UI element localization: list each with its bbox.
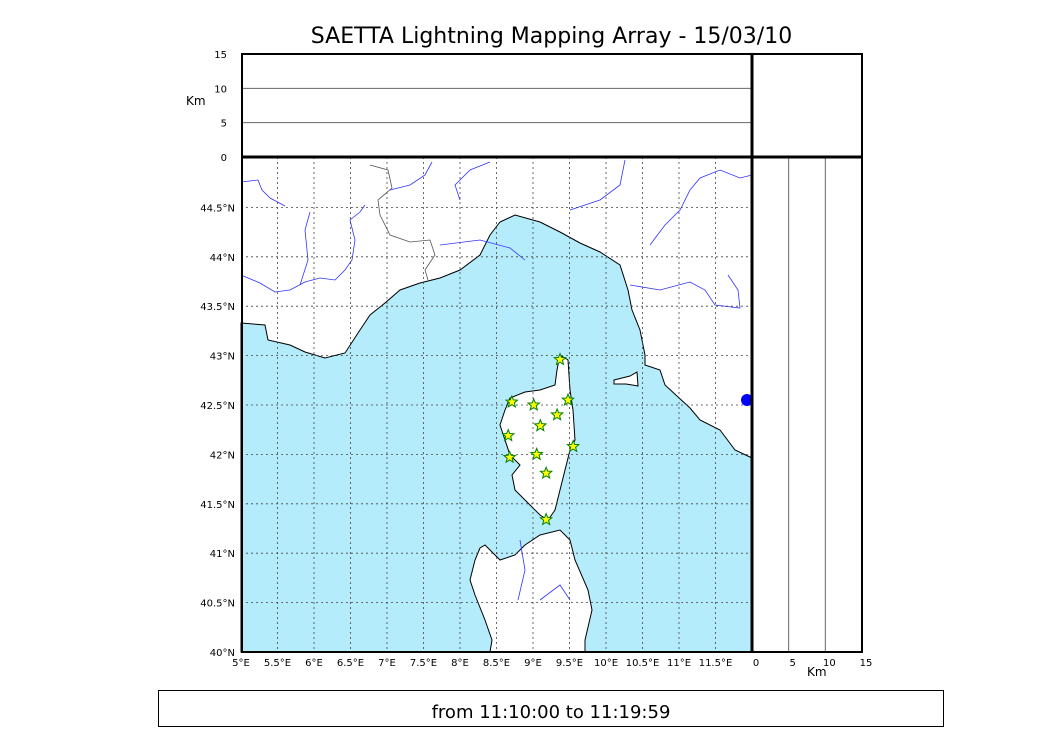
lon-tick-label: 8°E [451, 658, 469, 669]
lat-tick-label: 41°N [210, 549, 235, 560]
lon-tick-label: 8.5°E [483, 658, 510, 669]
lightning-source-star [566, 439, 581, 453]
lightning-source-star [502, 450, 517, 464]
lon-tick-label: 7.5°E [410, 658, 437, 669]
rivers [240, 159, 753, 601]
lat-tick-label: 41.5°N [200, 500, 235, 511]
right-altitude-tick: 10 [823, 658, 836, 669]
lat-tick-label: 40.5°N [200, 599, 235, 610]
borders [369, 164, 436, 281]
lightning-source-star [533, 418, 548, 432]
lat-tick-label: 43.5°N [200, 302, 235, 313]
chart-title: SAETTA Lightning Mapping Array - 15/03/1… [310, 24, 793, 49]
lon-tick-label: 11°E [667, 658, 691, 669]
altitude-panel-top [242, 54, 752, 157]
lon-tick-label: 9.5°E [556, 658, 583, 669]
lightning-source-star [553, 352, 567, 366]
lightning-source-star [560, 392, 575, 407]
top-ylabel: Km [186, 94, 206, 108]
top-altitude-tick: 5 [221, 119, 227, 130]
lat-tick-label: 42°N [210, 450, 235, 461]
lightning-source-star [539, 512, 554, 526]
elba [613, 371, 639, 387]
sardinia [469, 529, 593, 653]
lon-tick-label: 9°E [524, 658, 542, 669]
lat-tick-label: 42.5°N [200, 401, 235, 412]
right-xlabel: Km [807, 665, 827, 679]
lightning-source-star [501, 428, 516, 442]
lightning-source-star [526, 397, 541, 412]
top-altitude-tick: 0 [221, 153, 227, 164]
lightning-source-star [529, 447, 544, 461]
lon-tick-label: 5°E [232, 658, 250, 669]
lon-tick-label: 11.5°E [699, 658, 733, 669]
top-altitude-tick: 10 [214, 84, 227, 95]
altitude-panel-right [752, 157, 862, 652]
lat-tick-label: 44°N [210, 253, 235, 264]
extra-lightning-point [741, 394, 753, 406]
lat-tick-label: 44.5°N [200, 203, 235, 214]
lightning-source-star [504, 394, 519, 409]
lon-tick-label: 10°E [594, 658, 618, 669]
lat-tick-label: 40°N [210, 648, 235, 659]
map-panel [240, 157, 753, 653]
time-range-text: from 11:10:00 to 11:19:59 [431, 702, 671, 723]
lon-tick-label: 5.5°E [264, 658, 291, 669]
time-range-box: from 11:10:00 to 11:19:59 [158, 690, 944, 727]
lon-tick-label: 6.5°E [337, 658, 364, 669]
lon-tick-label: 10.5°E [626, 658, 660, 669]
right-altitude-tick: 0 [753, 658, 759, 669]
lightning-source-star [550, 407, 565, 421]
lon-tick-label: 7°E [378, 658, 396, 669]
lon-tick-label: 6°E [305, 658, 323, 669]
lightning-source-star [539, 465, 554, 480]
corsica [499, 354, 576, 521]
right-altitude-tick: 15 [860, 658, 873, 669]
lat-tick-label: 43°N [210, 352, 235, 363]
top-altitude-tick: 15 [214, 50, 227, 61]
right-altitude-tick: 5 [789, 658, 795, 669]
